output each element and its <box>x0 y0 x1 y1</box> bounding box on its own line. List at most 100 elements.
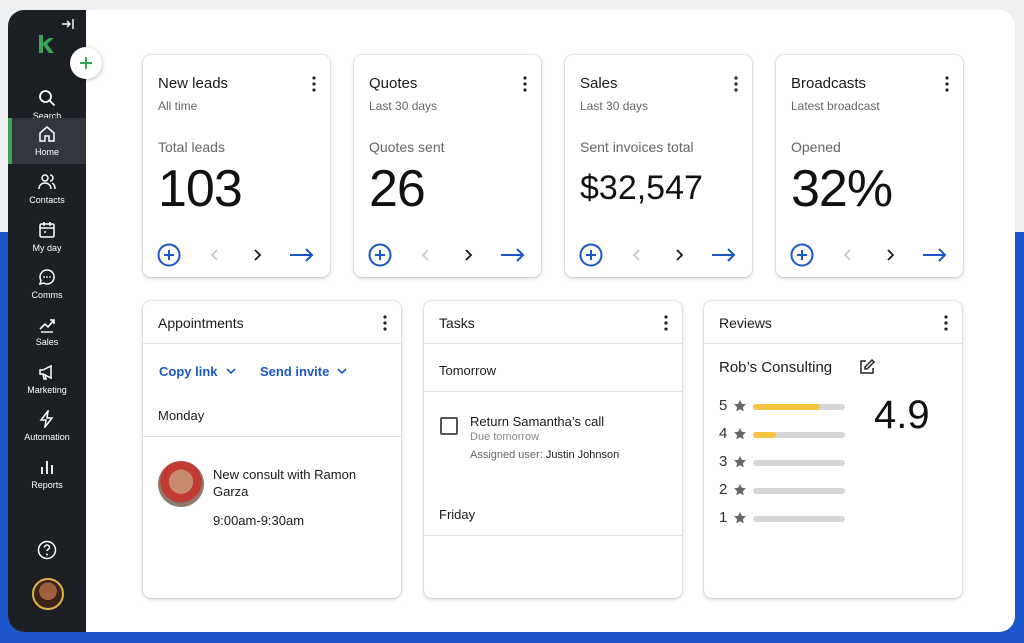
chevron-left-icon[interactable] <box>203 243 227 267</box>
card-footer <box>790 241 949 267</box>
edit-icon[interactable] <box>858 358 876 376</box>
panel-title: Appointments <box>158 315 244 331</box>
arrow-right-icon[interactable] <box>710 243 738 267</box>
stat-card-new-leads: New leads All time Total leads 103 <box>143 55 330 277</box>
rating-bar-fill <box>753 404 821 410</box>
card-footer <box>579 241 738 267</box>
nav-label-search: Search <box>32 111 62 121</box>
calendar-icon <box>39 222 55 238</box>
collapse-sidebar-icon[interactable] <box>60 16 76 32</box>
nav-label-automation: Automation <box>24 432 70 442</box>
chevron-right-icon[interactable] <box>456 243 480 267</box>
rating-row-2: 2 <box>719 481 849 499</box>
quick-add-button[interactable] <box>70 47 102 79</box>
card-title: Sales <box>580 75 618 92</box>
nav-marketing[interactable]: Marketing <box>8 356 86 402</box>
sidebar: Search Home Contacts My day Comms Sales … <box>8 10 86 632</box>
more-options-icon[interactable] <box>521 75 529 93</box>
lightning-icon <box>39 410 54 428</box>
metric-value: 103 <box>158 160 243 218</box>
rating-bar-fill <box>753 432 776 438</box>
arrow-right-icon[interactable] <box>921 243 949 267</box>
contacts-icon <box>38 174 56 190</box>
divider <box>424 535 682 536</box>
rating-stars-count: 1 <box>719 509 728 526</box>
metric-value: 32% <box>791 160 893 218</box>
keap-logo-icon <box>39 35 54 53</box>
rating-bar <box>753 516 845 522</box>
card-title: New leads <box>158 75 229 92</box>
card-subtitle: Latest broadcast <box>791 99 880 113</box>
arrow-right-icon[interactable] <box>499 243 527 267</box>
nav-automation[interactable]: Automation <box>8 403 86 449</box>
chevron-right-icon[interactable] <box>667 243 691 267</box>
stat-card-sales: Sales Last 30 days Sent invoices total $… <box>565 55 752 277</box>
panel-title: Reviews <box>719 315 772 331</box>
plus-icon <box>80 57 92 69</box>
more-options-icon[interactable] <box>381 314 389 332</box>
rating-bar <box>753 460 845 466</box>
group-label-tomorrow: Tomorrow <box>439 363 497 378</box>
average-rating: 4.9 <box>874 393 930 437</box>
nav-comms[interactable]: Comms <box>8 261 86 307</box>
add-circle-icon[interactable] <box>368 243 392 267</box>
metric-label: Opened <box>791 139 841 155</box>
panel-title: Tasks <box>439 315 475 331</box>
card-subtitle: All time <box>158 99 198 113</box>
more-options-icon[interactable] <box>662 314 670 332</box>
metric-label: Total leads <box>158 139 225 155</box>
nav-label-comms: Comms <box>31 290 63 300</box>
stat-card-broadcasts: Broadcasts Latest broadcast Opened 32% <box>776 55 963 277</box>
metric-label: Quotes sent <box>369 139 445 155</box>
star-icon <box>734 512 746 524</box>
nav-reports[interactable]: Reports <box>8 451 86 497</box>
more-options-icon[interactable] <box>732 75 740 93</box>
task-checkbox[interactable] <box>440 417 458 435</box>
more-options-icon[interactable] <box>942 314 950 332</box>
chevron-left-icon[interactable] <box>414 243 438 267</box>
megaphone-icon <box>39 364 52 380</box>
nav-label-contacts: Contacts <box>29 195 65 205</box>
help-icon[interactable] <box>37 540 57 560</box>
add-circle-icon[interactable] <box>157 243 181 267</box>
nav-my-day[interactable]: My day <box>8 214 86 260</box>
assigned-label: Assigned user: <box>470 449 543 461</box>
user-avatar[interactable] <box>32 578 64 610</box>
app-window: Search Home Contacts My day Comms Sales … <box>8 10 1015 632</box>
nav-home[interactable]: Home <box>8 118 86 164</box>
task-title[interactable]: Return Samantha’s call <box>470 414 605 429</box>
chevron-right-icon[interactable] <box>878 243 902 267</box>
panel-header: Tasks <box>424 301 682 344</box>
add-circle-icon[interactable] <box>790 243 814 267</box>
bar-chart-icon <box>41 461 53 474</box>
add-circle-icon[interactable] <box>579 243 603 267</box>
nav-label-sales: Sales <box>35 337 59 347</box>
more-options-icon[interactable] <box>943 75 951 93</box>
rating-stars-count: 4 <box>719 425 728 442</box>
card-footer <box>157 241 316 267</box>
contact-avatar <box>158 461 204 507</box>
stat-card-quotes: Quotes Last 30 days Quotes sent 26 <box>354 55 541 277</box>
metric-label: Sent invoices total <box>580 139 694 155</box>
rating-row-3: 3 <box>719 453 849 471</box>
card-subtitle: Last 30 days <box>580 99 649 113</box>
nav-sales[interactable]: Sales <box>8 308 86 354</box>
chevron-left-icon[interactable] <box>836 243 860 267</box>
star-icon <box>734 400 746 412</box>
panel-header: Appointments <box>143 301 401 344</box>
chevron-right-icon[interactable] <box>245 243 269 267</box>
assigned-user-name: Justin Johnson <box>545 449 620 461</box>
nav-contacts[interactable]: Contacts <box>8 166 86 212</box>
copy-link-button[interactable]: Copy link <box>159 364 236 379</box>
nav-search[interactable]: Search <box>8 82 86 128</box>
send-invite-button[interactable]: Send invite <box>260 364 347 379</box>
card-title: Quotes <box>369 75 418 92</box>
rating-stars-count: 2 <box>719 481 728 498</box>
star-icon <box>734 428 746 440</box>
divider <box>424 391 682 392</box>
more-options-icon[interactable] <box>310 75 318 93</box>
rating-bar <box>753 488 845 494</box>
appointment-title[interactable]: New consult with Ramon Garza <box>213 467 357 499</box>
chevron-left-icon[interactable] <box>625 243 649 267</box>
arrow-right-icon[interactable] <box>288 243 316 267</box>
